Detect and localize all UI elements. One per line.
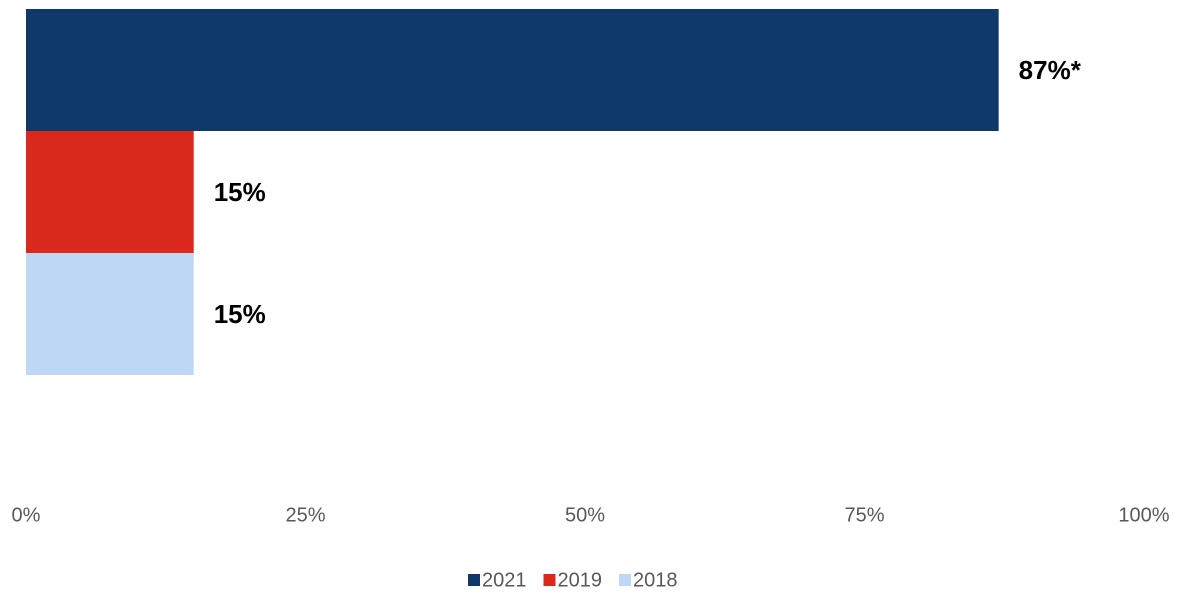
x-tick-label: 50% <box>565 504 605 526</box>
legend-label: 2021 <box>482 569 527 591</box>
legend-swatch <box>543 574 556 586</box>
x-tick-label: 100% <box>1118 504 1169 526</box>
bar <box>26 253 194 375</box>
legend-label: 2018 <box>633 569 678 591</box>
value-label: 15% <box>214 299 266 329</box>
x-tick-label: 25% <box>285 504 325 526</box>
bar <box>26 131 194 253</box>
legend-label: 2019 <box>558 569 603 591</box>
legend-swatch <box>468 574 480 586</box>
bar <box>26 9 999 131</box>
value-label: 87%* <box>1019 55 1082 85</box>
x-tick-label: 0% <box>12 504 41 526</box>
x-tick-label: 75% <box>844 504 884 526</box>
legend-swatch <box>619 574 631 586</box>
value-label: 15% <box>214 177 266 207</box>
